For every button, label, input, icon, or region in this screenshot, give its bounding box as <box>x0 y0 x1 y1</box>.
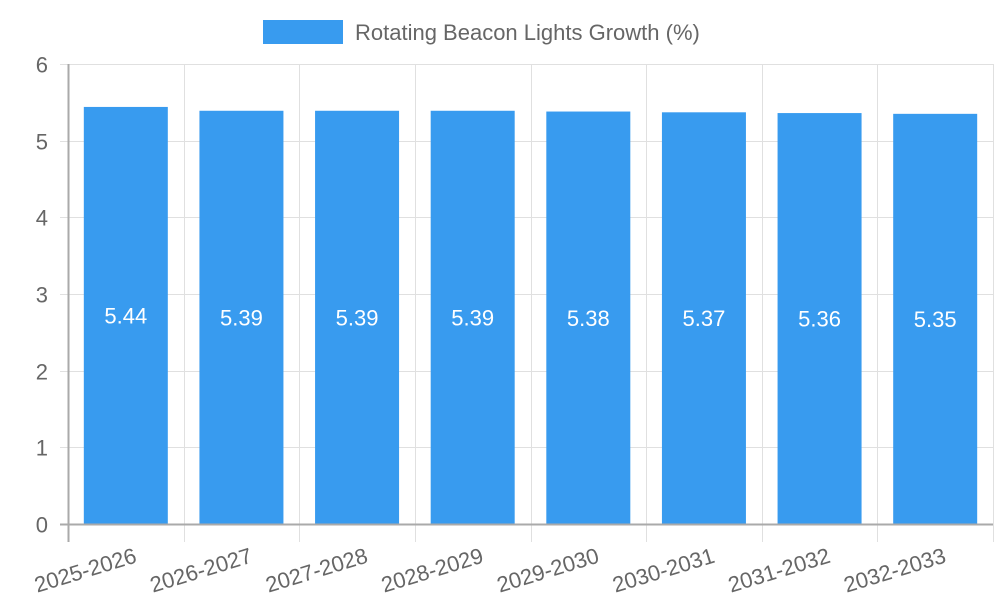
x-tick-label: 2025-2026 <box>31 543 139 598</box>
bar-value-label: 5.44 <box>104 303 147 328</box>
bar-value-label: 5.35 <box>914 307 957 332</box>
bar[interactable] <box>777 113 862 525</box>
bar[interactable] <box>546 111 631 525</box>
chart-legend[interactable]: Rotating Beacon Lights Growth (%) <box>263 20 700 45</box>
y-tick-label: 3 <box>36 283 48 308</box>
bar[interactable] <box>199 110 284 525</box>
x-tick-label: 2029-2030 <box>494 543 602 598</box>
y-tick-label: 6 <box>36 53 48 78</box>
legend-swatch <box>263 20 343 44</box>
bars: 5.44 5.39 5.39 5.39 5.38 5.37 5.36 5.35 <box>83 106 978 525</box>
bar[interactable] <box>315 110 400 525</box>
legend-label: Rotating Beacon Lights Growth (%) <box>355 20 700 45</box>
bar-value-label: 5.39 <box>451 305 494 330</box>
x-tick-label: 2027-2028 <box>263 543 371 598</box>
x-tick-label: 2031-2032 <box>725 543 833 598</box>
x-tick-label: 2028-2029 <box>378 543 486 598</box>
bar[interactable] <box>83 106 168 524</box>
bar[interactable] <box>430 110 515 525</box>
y-tick-label: 4 <box>36 206 48 231</box>
y-tick-label: 0 <box>36 513 48 538</box>
y-tick-label: 5 <box>36 130 48 155</box>
x-tick-label: 2032-2033 <box>841 543 949 598</box>
bar-value-label: 5.38 <box>567 306 610 331</box>
bar-value-label: 5.36 <box>798 307 841 332</box>
y-tick-label: 2 <box>36 360 48 385</box>
x-tick-label: 2026-2027 <box>147 543 255 598</box>
x-tick-label: 2030-2031 <box>609 543 717 598</box>
bar-value-label: 5.37 <box>683 306 726 331</box>
bar-value-label: 5.39 <box>336 305 379 330</box>
y-axis: 0 1 2 3 4 5 6 <box>36 53 70 542</box>
x-axis: 2025-2026 2026-2027 2027-2028 2028-2029 2029… <box>31 523 993 598</box>
bar-value-label: 5.39 <box>220 305 263 330</box>
bar[interactable] <box>893 113 978 524</box>
y-tick-label: 1 <box>36 436 48 461</box>
bar[interactable] <box>661 112 746 525</box>
